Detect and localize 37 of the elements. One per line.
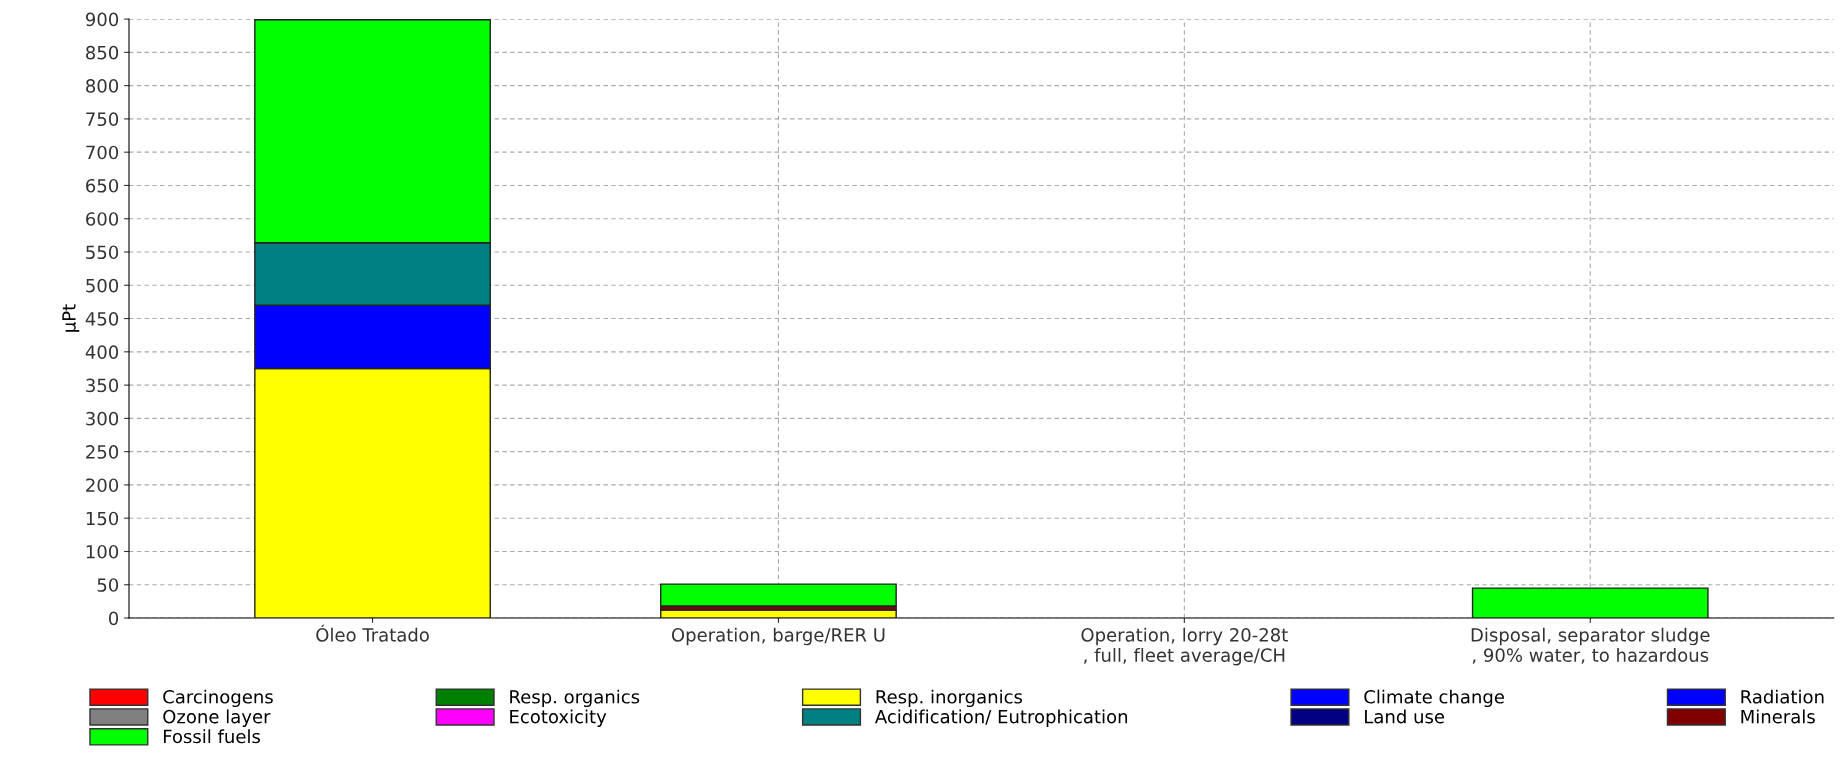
legend-label: Resp. organics [510, 689, 640, 708]
y-tick-label: 300 [86, 411, 119, 426]
x-tick-label: Óleo Tratado [316, 624, 429, 642]
y-tick-label: 500 [86, 278, 119, 293]
x-tick-label: Operation, lorry 20-28t , full, fleet average/CH [1081, 627, 1288, 666]
y-tick-label: 600 [86, 212, 119, 226]
y-tick-label: 850 [86, 45, 119, 60]
y-tick-label: 900 [85, 12, 119, 27]
y-tick-label: 550 [86, 245, 119, 260]
y-tick-label: 450 [85, 312, 119, 326]
legend-label: Carcinogens [163, 689, 273, 708]
x-tick-label: Operation, barge/RER U [671, 627, 885, 646]
legend-label: Fossil fuels [163, 729, 261, 744]
legend-label: Resp. inorganics [876, 689, 1023, 708]
y-tick-label: 200 [86, 478, 119, 493]
y-tick-label: 400 [85, 345, 119, 359]
legend-label: Ozone layer [163, 709, 271, 727]
legend-label: Land use [1365, 709, 1445, 724]
y-tick-label: 50 [97, 578, 119, 592]
y-tick-label: 150 [86, 511, 119, 526]
legend-label: Ecotoxicity [510, 709, 607, 727]
y-tick-label: 700 [86, 145, 119, 160]
legend-label: Minerals [1741, 709, 1815, 724]
bar [1471, 587, 1709, 619]
y-tick-label: 0 [108, 611, 119, 626]
y-tick-label: 250 [86, 445, 119, 459]
x-tick-label: Disposal, separator sludge , 90% water, to hazardous [1471, 627, 1710, 664]
y-tick-label: 100 [86, 544, 119, 559]
legend-label: Radiation [1741, 689, 1824, 704]
legend-label: Acidification/ Eutrophication [874, 709, 1128, 727]
y-tick-label: 650 [86, 178, 119, 193]
y-tick-label: 800 [86, 79, 119, 93]
legend-label: Climate change [1364, 689, 1504, 708]
y-tick-label: 350 [86, 378, 119, 393]
y-tick-label: 750 [86, 112, 119, 127]
y-axis-title: µPt [62, 304, 80, 332]
bar [660, 583, 897, 607]
